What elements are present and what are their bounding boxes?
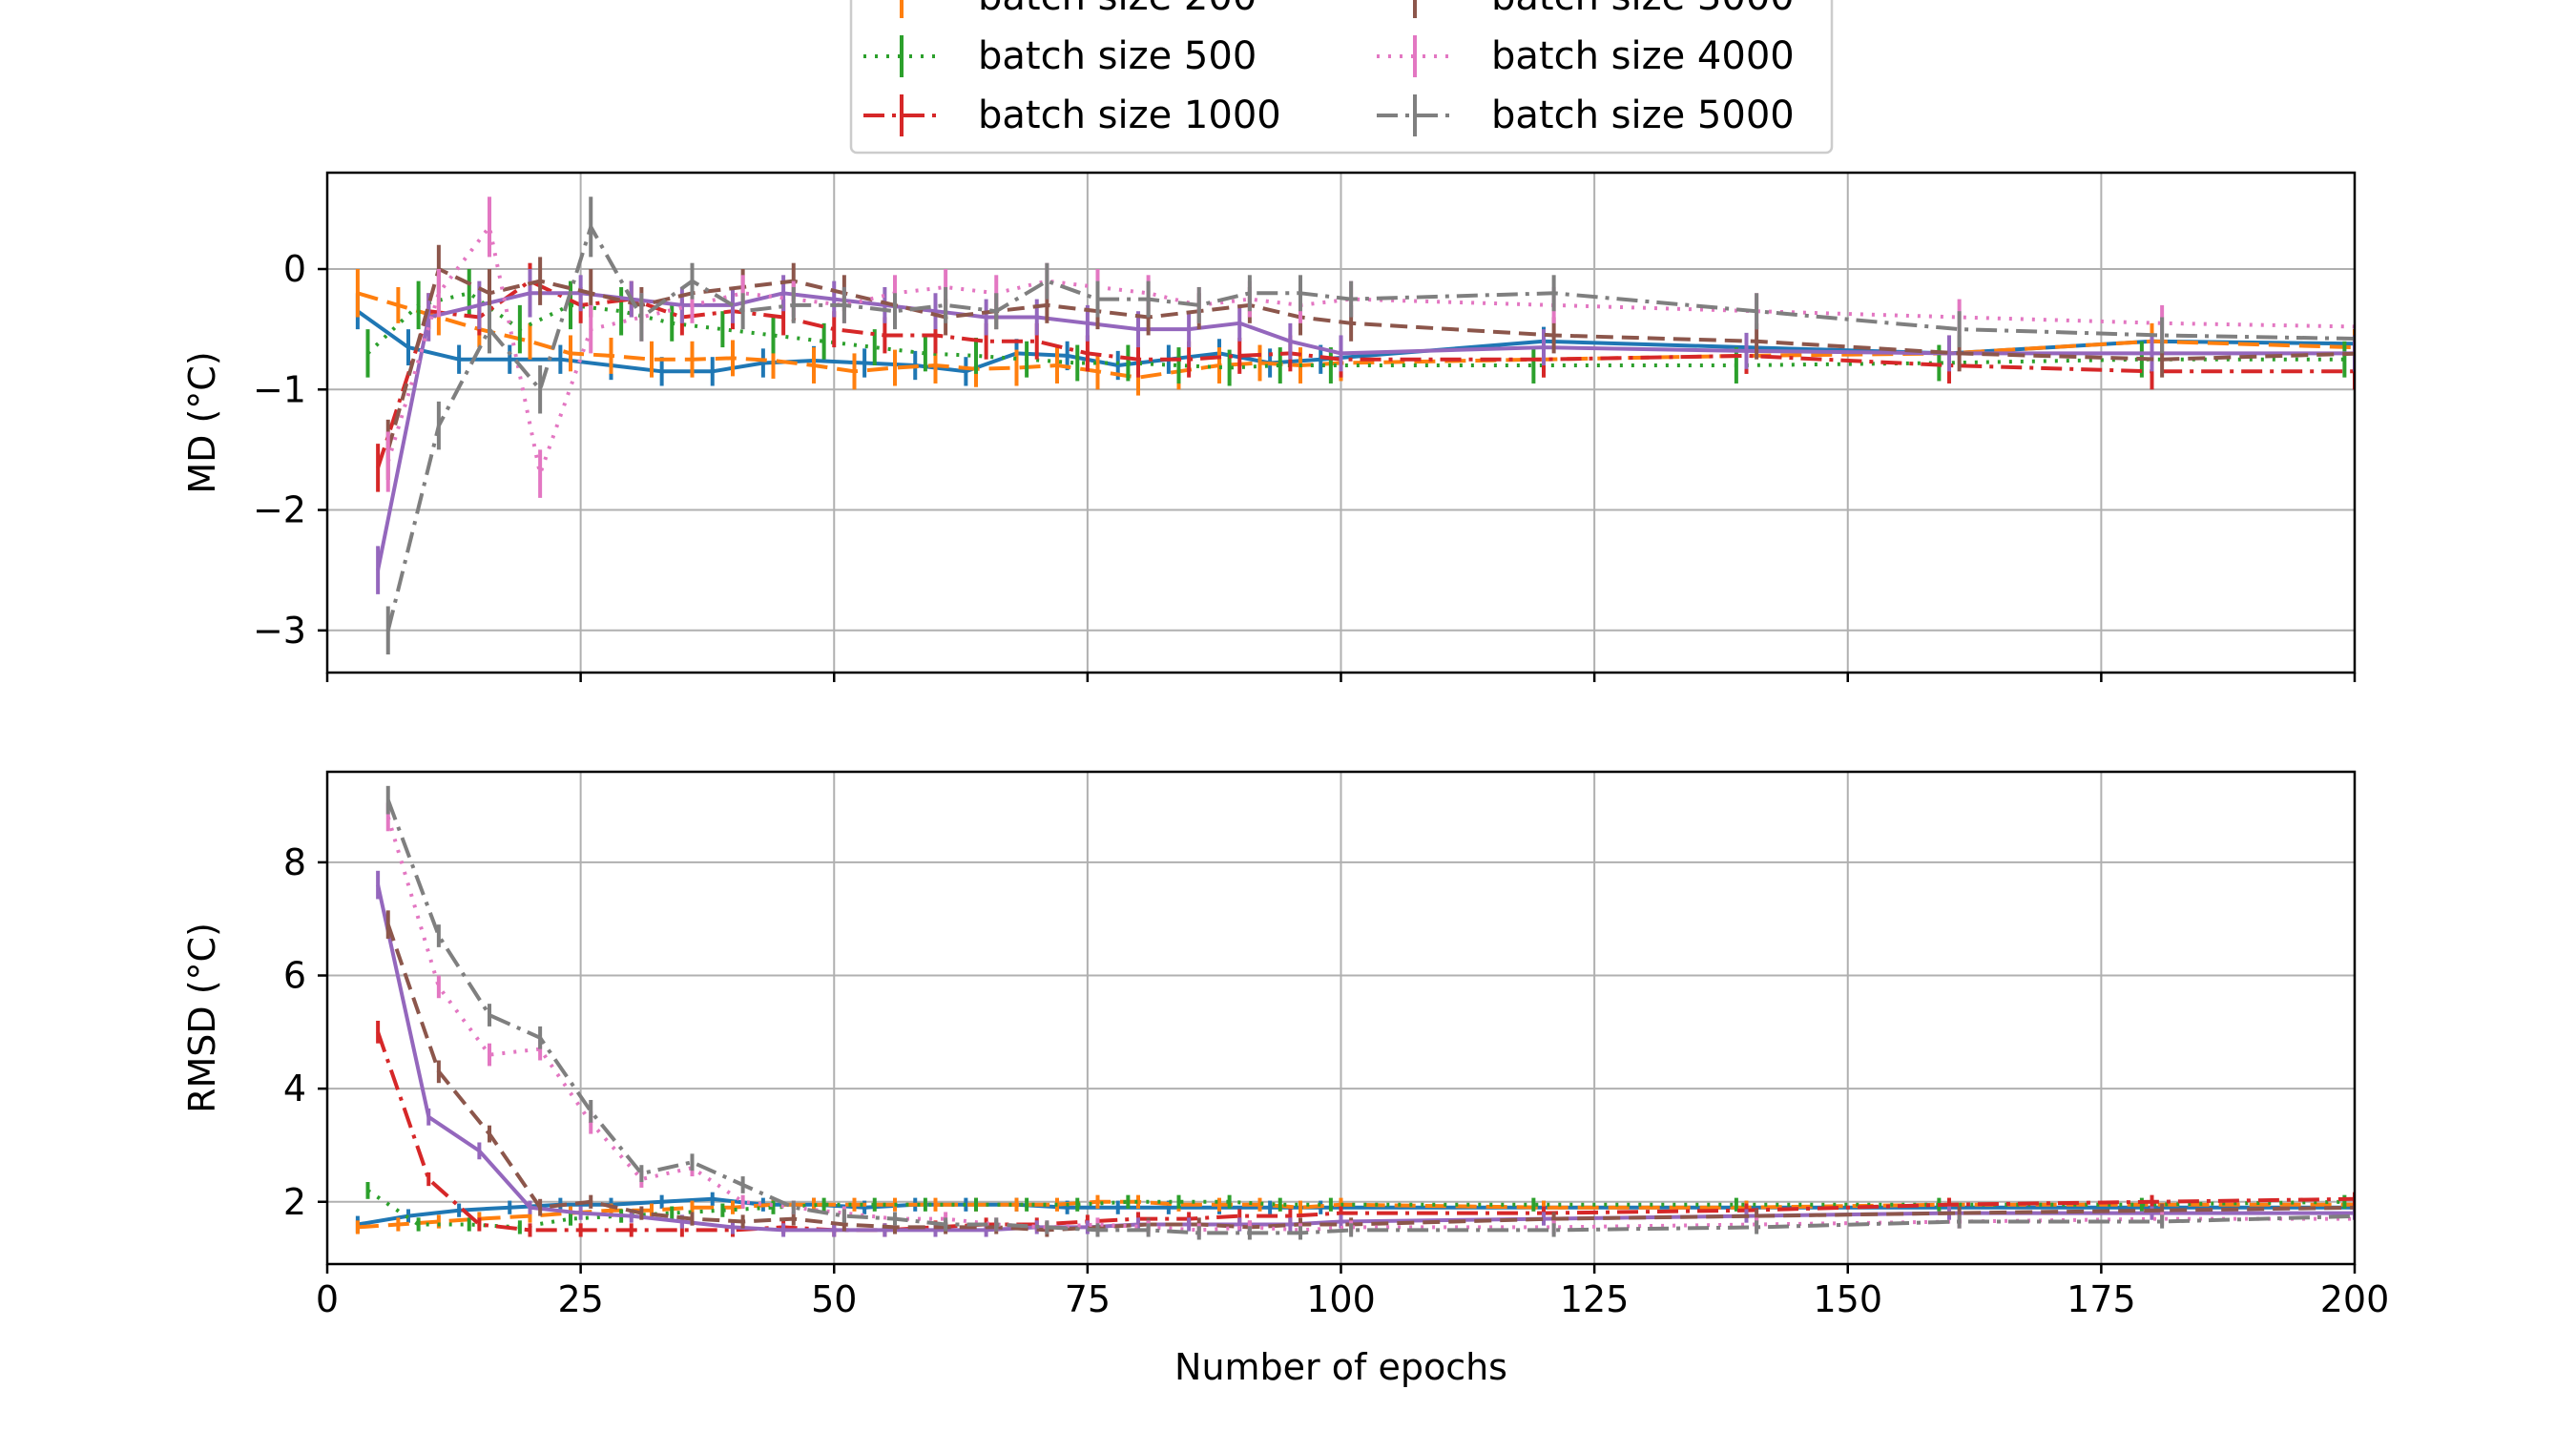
md-y-ticks: 0 −1 −2 −3 bbox=[253, 248, 327, 652]
rmsd-y-ticks: 2 4 6 8 bbox=[283, 841, 327, 1223]
y-tick-label: 2 bbox=[283, 1181, 306, 1223]
rmsd-x-ticks: 0 25 50 75 100 125 150 175 200 bbox=[316, 1264, 2389, 1320]
x-tick-label: 125 bbox=[1560, 1278, 1630, 1320]
legend-label: batch size 500 bbox=[978, 34, 1257, 78]
y-tick-label: −3 bbox=[253, 610, 306, 652]
md-x-ticks bbox=[325, 673, 2357, 682]
x-tick-label: 100 bbox=[1306, 1278, 1376, 1320]
y-tick-label: 6 bbox=[283, 955, 306, 997]
x-tick-label: 175 bbox=[2067, 1278, 2136, 1320]
legend-label: batch size 3000 bbox=[1491, 0, 1795, 19]
legend-label: batch size 200 bbox=[978, 0, 1257, 19]
y-tick-label: −1 bbox=[253, 368, 306, 410]
y-tick-label: −2 bbox=[253, 489, 306, 531]
legend-label: batch size 5000 bbox=[1491, 93, 1795, 137]
rmsd-grid bbox=[326, 772, 2356, 1264]
legend: batch size 200 batch size 500 batch size 1… bbox=[849, 0, 1834, 155]
x-tick-label: 75 bbox=[1065, 1278, 1111, 1320]
x-tick-label: 150 bbox=[1813, 1278, 1882, 1320]
series-line-1 bbox=[357, 1199, 2355, 1230]
md-subplot: 0 −1 −2 −3 MD (°C) bbox=[181, 171, 2357, 682]
rmsd-subplot: 0 25 50 75 100 125 150 175 200 2 4 6 8 RMSD (°C) Nu… bbox=[181, 770, 2389, 1388]
x-axis-label: Number of epochs bbox=[1174, 1346, 1507, 1388]
legend-box bbox=[849, 0, 1834, 155]
legend-label: batch size 4000 bbox=[1491, 34, 1795, 78]
x-tick-label: 25 bbox=[557, 1278, 603, 1320]
y-tick-label: 4 bbox=[283, 1068, 306, 1110]
y-tick-label: 0 bbox=[283, 248, 306, 290]
legend-label: batch size 1000 bbox=[978, 93, 1281, 137]
x-tick-label: 0 bbox=[316, 1278, 339, 1320]
md-y-axis-label: MD (°C) bbox=[181, 351, 223, 493]
y-tick-label: 8 bbox=[283, 841, 306, 883]
rmsd-y-axis-label: RMSD (°C) bbox=[181, 923, 223, 1113]
x-tick-label: 200 bbox=[2320, 1278, 2390, 1320]
md-series-group bbox=[355, 197, 2355, 655]
rmsd-series-group bbox=[355, 785, 2355, 1240]
x-tick-label: 50 bbox=[811, 1278, 857, 1320]
series-line-1 bbox=[357, 291, 2355, 380]
